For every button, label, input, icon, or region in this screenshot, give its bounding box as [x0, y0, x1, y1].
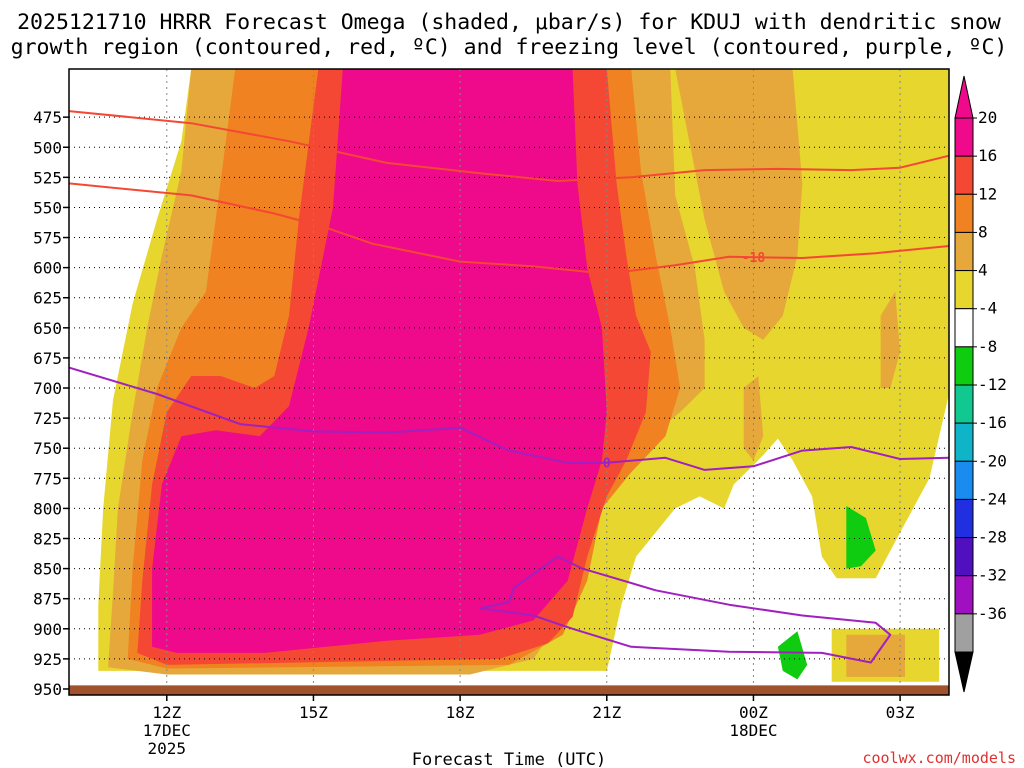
y-tick-label-775: 775 [33, 469, 62, 488]
colorbar-label-13: -36 [978, 604, 1007, 623]
y-tick-label-875: 875 [33, 590, 62, 609]
colorbar-label-6: -8 [978, 337, 997, 356]
colorbar-label-1: 16 [978, 146, 997, 165]
y-tick-label-800: 800 [33, 499, 62, 518]
y-tick-label-675: 675 [33, 349, 62, 368]
credit-text[interactable]: coolwx.com/models [862, 749, 1016, 767]
colorbar-swatch-5 [954, 308, 974, 348]
colorbar-swatch-2 [954, 193, 974, 233]
y-tick-label-650: 650 [33, 319, 62, 338]
chart-title-line1: 2025121710 HRRR Forecast Omega (shaded, … [17, 10, 1001, 35]
terrain-surface [69, 685, 949, 695]
colorbar-swatch-8 [954, 422, 974, 462]
x-axis-label: Forecast Time (UTC) [412, 750, 606, 768]
colorbar-swatch-10 [954, 498, 974, 539]
omega-shading [98, 69, 949, 682]
y-tick-label-475: 475 [33, 108, 62, 127]
x-tick-label-00Z: 00Z [739, 703, 768, 722]
colorbar-label-11: -28 [978, 528, 1007, 547]
colorbar-label-3: 8 [978, 222, 988, 241]
contour-dgz-neg12-upper [69, 110, 949, 182]
y-tick-label-925: 925 [33, 650, 62, 669]
shade-omega-8-12-right [675, 69, 803, 340]
y-tick-label-550: 550 [33, 198, 62, 217]
colorbar-swatch-6 [954, 346, 974, 386]
contour-dgz-neg18 [69, 182, 949, 275]
colorbar-label-5: -4 [978, 299, 997, 318]
grid [69, 69, 949, 695]
chart-title-line2: growth region (contoured, red, ºC) and f… [11, 35, 1008, 60]
plot-frame [68, 68, 950, 696]
x-tick-label-21Z: 21Z [592, 703, 621, 722]
colorbar-label-4: 4 [978, 261, 988, 280]
x-tick-label-03Z: 03Z [886, 703, 915, 722]
y-tick-label-850: 850 [33, 560, 62, 579]
shade-omega-neg4-neg8-b [777, 631, 808, 680]
colorbar-arrow-bottom [954, 651, 974, 693]
colorbar-label-10: -24 [978, 489, 1007, 508]
colorbar-label-7: -12 [978, 375, 1007, 394]
colorbar-label-9: -20 [978, 451, 1007, 470]
y-tick-label-575: 575 [33, 229, 62, 248]
y-tick-label-500: 500 [33, 138, 62, 157]
y-tick-label-600: 600 [33, 259, 62, 278]
colorbar-swatch-12 [954, 575, 974, 615]
plot-area: -18 0 [69, 69, 949, 695]
contour-label-freezing-level-0: 0 [603, 457, 611, 472]
contour-freezing-level-0 [69, 366, 949, 471]
contour-label-dgz-neg18: -18 [742, 251, 766, 266]
colorbar-swatch-9 [954, 460, 974, 500]
y-tick-label-900: 900 [33, 620, 62, 639]
y-tick-label-625: 625 [33, 289, 62, 308]
y-tick-label-525: 525 [33, 168, 62, 187]
x-tick-sublabel-00Z: 18DEC [729, 721, 777, 740]
y-tick-label-750: 750 [33, 439, 62, 458]
colorbar-label-8: -16 [978, 413, 1007, 432]
colorbar: 20 16 12 8 4 -4 -8 -12 -16 -20 -24 -28 -32 -36 [954, 75, 1007, 693]
colorbar-swatch-0 [954, 117, 974, 157]
contour-freezing-level-low [478, 555, 892, 664]
colorbar-label-0: 20 [978, 108, 997, 127]
colorbar-swatch-3 [954, 231, 974, 272]
y-tick-label-950: 950 [33, 680, 62, 699]
contours: -18 0 [69, 110, 949, 664]
shade-omega-20-24 [152, 69, 607, 653]
shade-omega-8-12-isle2 [880, 291, 901, 388]
colorbar-swatch-4 [954, 270, 974, 310]
colorbar-label-12: -32 [978, 566, 1007, 585]
x-tick-label-12Z: 12Z [152, 703, 181, 722]
y-tick-label-825: 825 [33, 530, 62, 549]
colorbar-swatch-1 [954, 155, 974, 195]
y-tick-label-700: 700 [33, 379, 62, 398]
colorbar-swatch-7 [954, 384, 974, 424]
y-tick-label-725: 725 [33, 409, 62, 428]
y-axis: 475 500 525 550 575 600 625 650 675 700 725 750 775 8… [33, 108, 69, 699]
colorbar-swatch-11 [954, 537, 974, 577]
x-tick-sublabel2-12Z: 2025 [148, 739, 187, 758]
x-tick-label-18Z: 18Z [446, 703, 475, 722]
x-tick-sublabel-12Z: 17DEC [143, 721, 191, 740]
colorbar-swatch-13 [954, 613, 974, 653]
colorbar-label-2: 12 [978, 184, 997, 203]
shade-omega-neg4-neg8-a [846, 506, 876, 569]
x-tick-label-15Z: 15Z [299, 703, 328, 722]
